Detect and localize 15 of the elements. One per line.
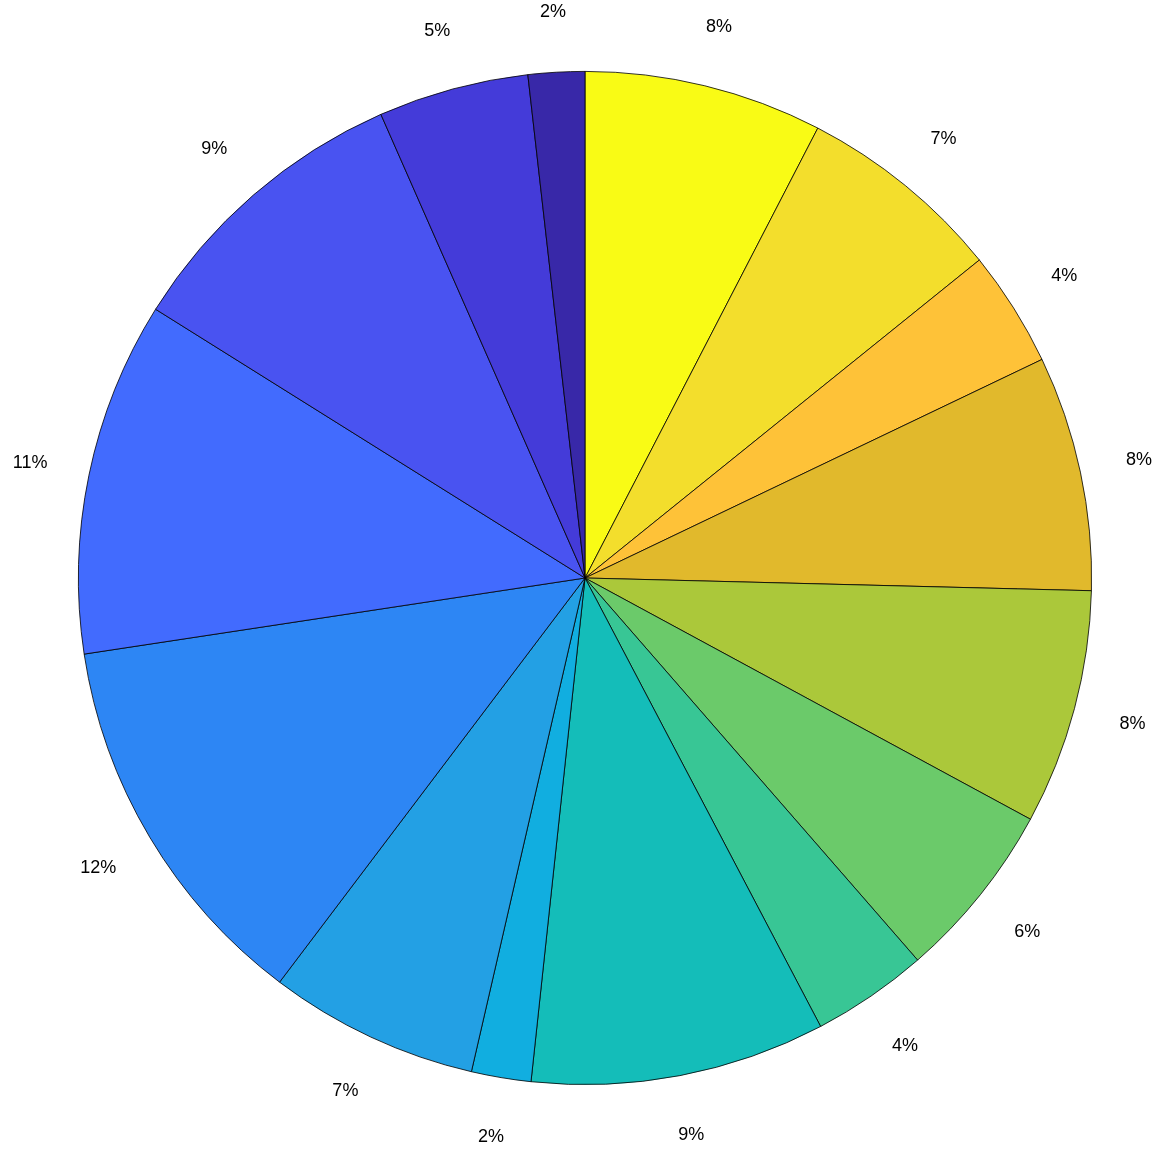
- data-label: 4%: [1051, 264, 1078, 285]
- data-label: 9%: [678, 1123, 705, 1144]
- data-label: 7%: [930, 128, 957, 149]
- data-label: 8%: [1126, 448, 1153, 469]
- data-label: 8%: [1119, 713, 1146, 734]
- data-label: 9%: [201, 138, 228, 159]
- data-label: 4%: [891, 1034, 918, 1055]
- data-label: 2%: [478, 1125, 505, 1146]
- data-label: 5%: [424, 19, 451, 40]
- data-label: 11%: [12, 452, 48, 473]
- data-label: 8%: [705, 16, 733, 37]
- data-label: 6%: [1014, 921, 1041, 942]
- data-label: 2%: [539, 1, 566, 22]
- data-label: 12%: [80, 856, 117, 877]
- data-label: 7%: [332, 1080, 359, 1101]
